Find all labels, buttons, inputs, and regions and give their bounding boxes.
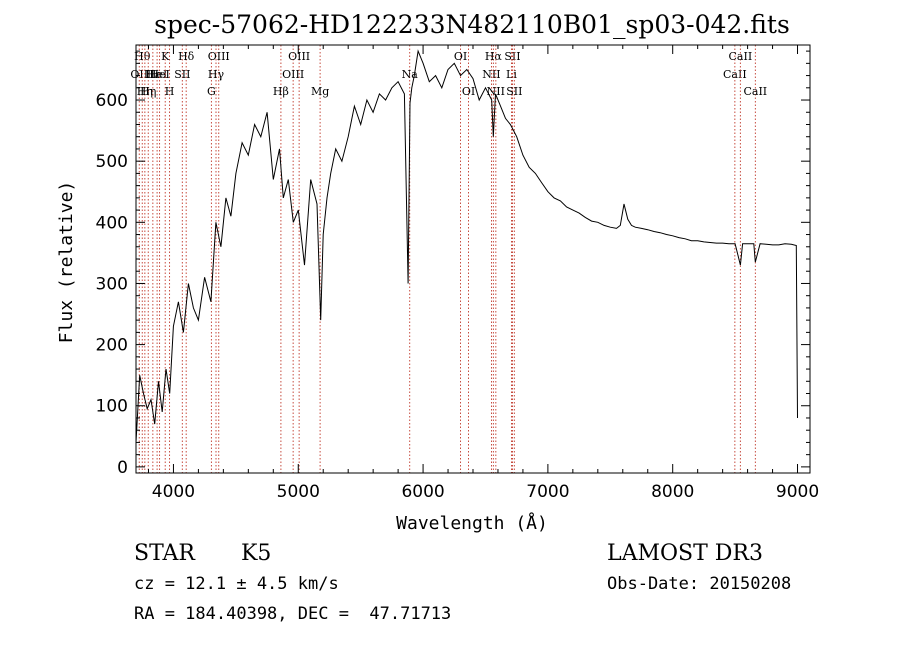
spectrum-line xyxy=(135,49,798,443)
y-tick-label: 600 xyxy=(96,91,128,111)
x-tick-label: 4000 xyxy=(152,482,195,502)
marker-label: Hη xyxy=(137,85,153,98)
y-axis: 0 100 200 300 400 500 600 xyxy=(96,50,810,478)
coordinates-label: RA = 184.40398, DEC = 47.71713 xyxy=(134,604,451,624)
marker-label: CaII xyxy=(729,50,753,63)
marker-label: OIII xyxy=(288,50,310,63)
x-tick-label: 8000 xyxy=(651,482,694,502)
plot-frame xyxy=(135,44,811,474)
y-tick-label: 100 xyxy=(96,397,128,417)
y-tick-label: 300 xyxy=(96,274,128,294)
marker-label: Li xyxy=(506,68,517,81)
obs-date-label: Obs-Date: 20150208 xyxy=(607,574,791,594)
marker-label: Hθ xyxy=(134,50,151,63)
marker-label: Hβ xyxy=(273,85,289,98)
y-axis-label: Flux (relative) xyxy=(56,181,77,344)
marker-label: NII xyxy=(482,68,500,81)
marker-label: NII xyxy=(487,85,505,98)
marker-label: H xyxy=(165,85,175,98)
plot-area xyxy=(135,49,798,443)
marker-label: CaII xyxy=(723,68,747,81)
line-markers: OIIHθHηHηHεHeIHeIKHSIIHδGHγOIIIHβOIIIOII… xyxy=(130,45,767,473)
marker-label: OIII xyxy=(282,68,304,81)
marker-label: Na xyxy=(402,68,419,81)
marker-label: CaII xyxy=(743,85,767,98)
chart-title: spec-57062-HD122233N482110B01_sp03-042.f… xyxy=(154,10,790,39)
marker-label: HeI xyxy=(149,68,169,81)
survey-label: LAMOST DR3 xyxy=(607,541,763,566)
marker-label: Mg xyxy=(311,85,329,98)
x-axis-label: Wavelength (Å) xyxy=(396,512,548,534)
marker-label: SII xyxy=(174,68,190,81)
redshift-label: cz = 12.1 ± 4.5 km/s xyxy=(134,574,339,594)
x-axis: 4000 5000 6000 7000 8000 9000 xyxy=(147,45,819,502)
marker-label: OI xyxy=(454,50,467,63)
x-tick-label: 6000 xyxy=(401,482,444,502)
marker-label: G xyxy=(207,85,216,98)
x-tick-label: 9000 xyxy=(776,482,819,502)
y-tick-label: 0 xyxy=(117,458,128,478)
marker-label: OI xyxy=(462,85,475,98)
marker-label: Hα xyxy=(485,50,503,63)
marker-label: HeI xyxy=(147,68,167,81)
y-tick-label: 500 xyxy=(96,152,128,172)
marker-label: OIII xyxy=(208,50,230,63)
star-class-label: STAR xyxy=(134,541,196,566)
marker-label: Hδ xyxy=(178,50,195,63)
marker-label: SII xyxy=(506,85,522,98)
marker-label: Hγ xyxy=(208,68,225,81)
marker-label: OII xyxy=(130,68,148,81)
y-tick-label: 200 xyxy=(96,336,128,356)
x-tick-label: 7000 xyxy=(526,482,569,502)
marker-label: Hη xyxy=(140,85,156,98)
x-tick-label: 5000 xyxy=(277,482,320,502)
y-tick-label: 400 xyxy=(96,213,128,233)
star-subclass-label: K5 xyxy=(241,541,271,566)
marker-label: K xyxy=(161,50,170,63)
marker-label: SII xyxy=(504,50,520,63)
